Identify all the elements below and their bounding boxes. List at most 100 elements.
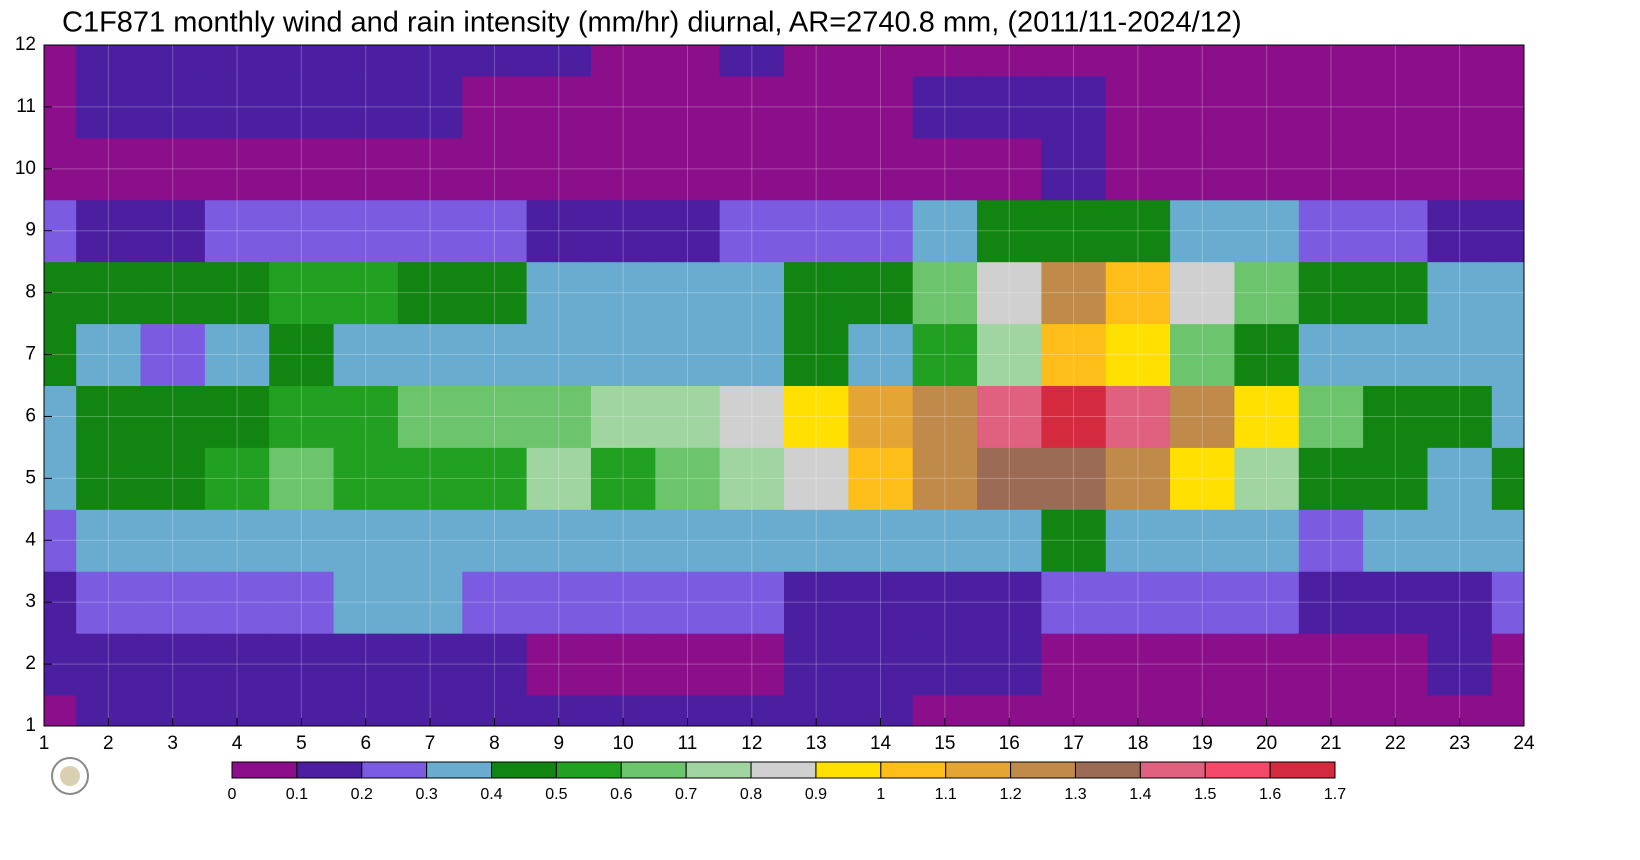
cell	[1363, 199, 1428, 263]
colorbar-label: 1.5	[1194, 786, 1216, 803]
cell	[269, 75, 335, 139]
cell	[526, 75, 592, 139]
x-tick-label: 23	[1449, 733, 1470, 754]
cell	[462, 45, 528, 77]
cell	[719, 261, 785, 325]
cell	[848, 447, 914, 510]
cell	[269, 323, 335, 386]
cell	[526, 323, 592, 386]
cell	[590, 633, 656, 696]
cell	[655, 385, 721, 448]
cell	[1491, 199, 1524, 263]
cell	[1298, 137, 1364, 201]
contour-field	[44, 45, 1524, 726]
cell	[397, 137, 463, 201]
cell	[977, 509, 1042, 572]
cell	[1298, 385, 1364, 448]
cell	[1427, 199, 1493, 263]
cell	[1298, 261, 1364, 325]
cell	[590, 45, 656, 77]
cell	[848, 509, 914, 572]
cell	[1491, 323, 1524, 386]
cell	[1105, 199, 1171, 263]
cell	[784, 45, 849, 77]
cell	[333, 45, 399, 77]
cell	[1105, 509, 1171, 572]
cell	[462, 447, 528, 510]
y-tick-label: 12	[15, 34, 36, 55]
cell	[526, 447, 592, 510]
cell	[590, 323, 656, 386]
cell	[1298, 633, 1364, 696]
cell	[204, 571, 270, 634]
x-tick-label: 1	[39, 733, 50, 754]
cell	[76, 199, 142, 263]
y-tick-label: 7	[25, 344, 36, 365]
colorbar-swatch	[685, 761, 752, 779]
y-tick-label: 9	[25, 220, 36, 241]
cell	[590, 261, 656, 325]
colorbar-swatch	[1269, 761, 1336, 779]
cell	[397, 633, 463, 696]
cell	[977, 447, 1042, 510]
cell	[1234, 571, 1300, 634]
y-tick-label: 10	[15, 158, 36, 179]
cell	[462, 75, 528, 139]
cell	[76, 323, 142, 386]
colorbar-label: 1.4	[1129, 786, 1151, 803]
cell	[204, 385, 270, 448]
cell	[784, 633, 849, 696]
cell	[1041, 385, 1107, 448]
x-tick-label: 4	[232, 733, 243, 754]
cell	[462, 509, 528, 572]
cell	[204, 323, 270, 386]
cell	[333, 633, 399, 696]
cell	[333, 75, 399, 139]
cell	[784, 509, 849, 572]
cell	[1234, 199, 1300, 263]
cell	[977, 633, 1042, 696]
cell	[269, 633, 335, 696]
cell	[204, 75, 270, 139]
cell	[977, 199, 1042, 263]
colorbar-swatch	[1074, 761, 1141, 779]
cell	[1170, 75, 1235, 139]
cell	[1105, 137, 1171, 201]
cell	[590, 571, 656, 634]
cell	[1234, 45, 1300, 77]
cell	[977, 45, 1042, 77]
x-tick-label: 6	[360, 733, 371, 754]
cell	[1491, 75, 1524, 139]
cell	[784, 75, 849, 139]
cell	[1041, 323, 1107, 386]
cell	[1298, 45, 1364, 77]
cell	[1363, 633, 1428, 696]
cell	[1363, 75, 1428, 139]
cell	[1491, 571, 1524, 634]
x-tick-label: 18	[1127, 733, 1148, 754]
cell	[1105, 385, 1171, 448]
cell	[655, 571, 721, 634]
x-tick-label: 16	[999, 733, 1020, 754]
cell	[1491, 137, 1524, 201]
x-tick-label: 7	[425, 733, 436, 754]
cell	[784, 137, 849, 201]
cell	[912, 45, 978, 77]
x-tick-label: 12	[741, 733, 762, 754]
cell	[784, 323, 849, 386]
cell	[1363, 509, 1428, 572]
cell	[1363, 261, 1428, 325]
cell	[526, 137, 592, 201]
x-tick-label: 15	[934, 733, 955, 754]
cell	[333, 199, 399, 263]
cell	[526, 199, 592, 263]
cell	[44, 45, 77, 77]
cell	[204, 633, 270, 696]
cell	[590, 509, 656, 572]
cell	[1363, 323, 1428, 386]
cell	[76, 75, 142, 139]
cell	[977, 571, 1042, 634]
cell	[1298, 323, 1364, 386]
cell	[1427, 385, 1493, 448]
